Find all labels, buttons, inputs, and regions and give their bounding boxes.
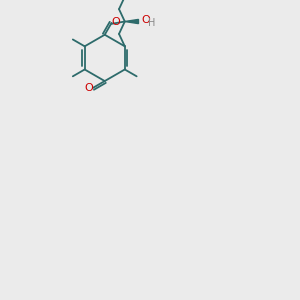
Text: O: O — [142, 16, 150, 26]
Text: H: H — [148, 18, 156, 28]
Polygon shape — [125, 20, 139, 24]
Text: O: O — [84, 83, 93, 93]
Text: O: O — [111, 17, 120, 27]
